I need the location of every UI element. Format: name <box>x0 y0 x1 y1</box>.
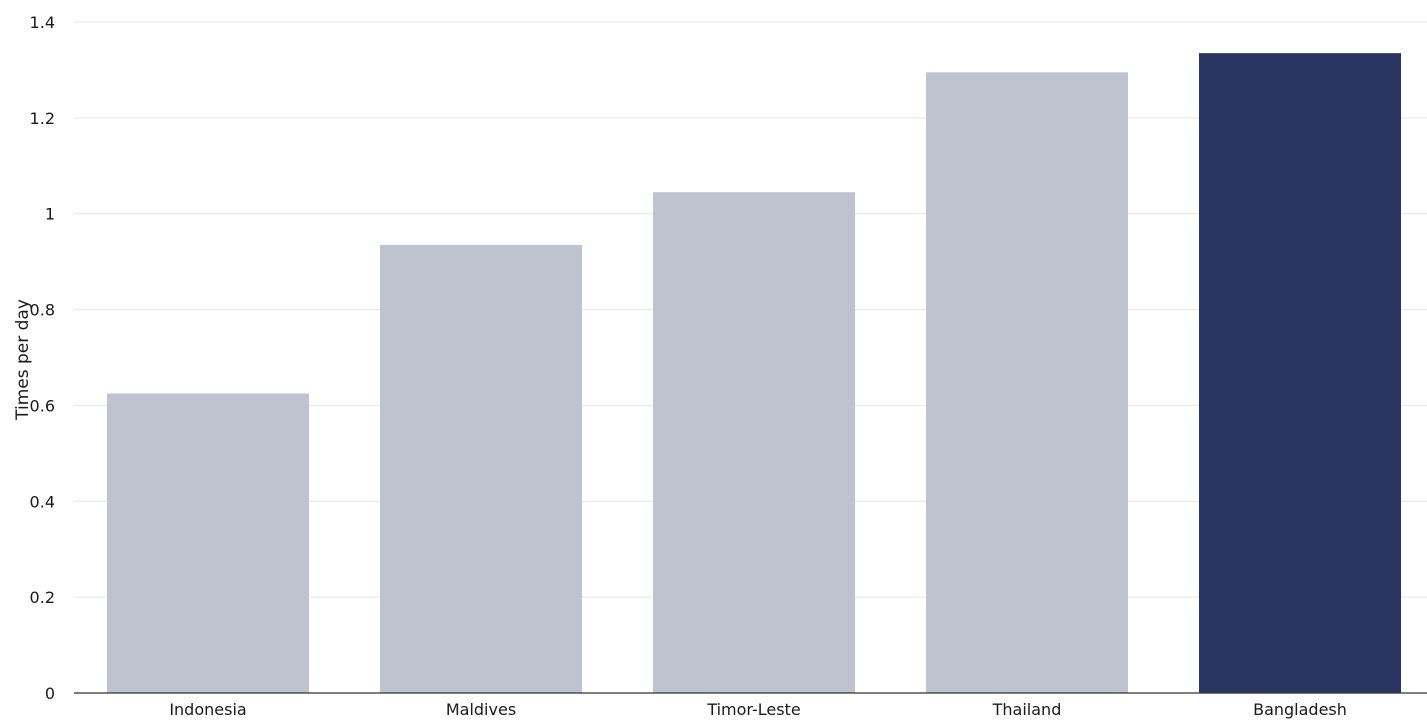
y-tick-label: 0.6 <box>30 396 55 415</box>
bar-timor-leste <box>653 192 855 693</box>
y-tick-label: 1.2 <box>30 109 55 128</box>
y-axis-title: Times per day <box>13 299 33 421</box>
y-tick-label: 1.4 <box>30 13 55 32</box>
x-tick-label: Thailand <box>992 700 1062 719</box>
y-tick-label: 0.4 <box>30 492 55 511</box>
x-tick-label: Maldives <box>446 700 516 719</box>
y-tick-label: 0.2 <box>30 588 55 607</box>
x-axis-ticks: Indonesia Maldives Timor-Leste Thailand Bang… <box>169 700 1347 719</box>
y-tick-label: 1 <box>45 205 55 224</box>
y-tick-label: 0 <box>45 684 55 703</box>
bar-maldives <box>380 244 582 693</box>
bar-bangladesh <box>1199 53 1401 694</box>
x-tick-label: Indonesia <box>169 700 246 719</box>
y-tick-label: 0.8 <box>30 301 55 320</box>
x-tick-label: Timor-Leste <box>706 700 800 719</box>
bar-thailand <box>926 72 1128 693</box>
bars <box>107 53 1401 694</box>
bar-indonesia <box>107 393 309 693</box>
y-axis-ticks: 0 0.2 0.4 0.6 0.8 1 1.2 1.4 <box>30 13 55 703</box>
x-tick-label: Bangladesh <box>1253 700 1347 719</box>
